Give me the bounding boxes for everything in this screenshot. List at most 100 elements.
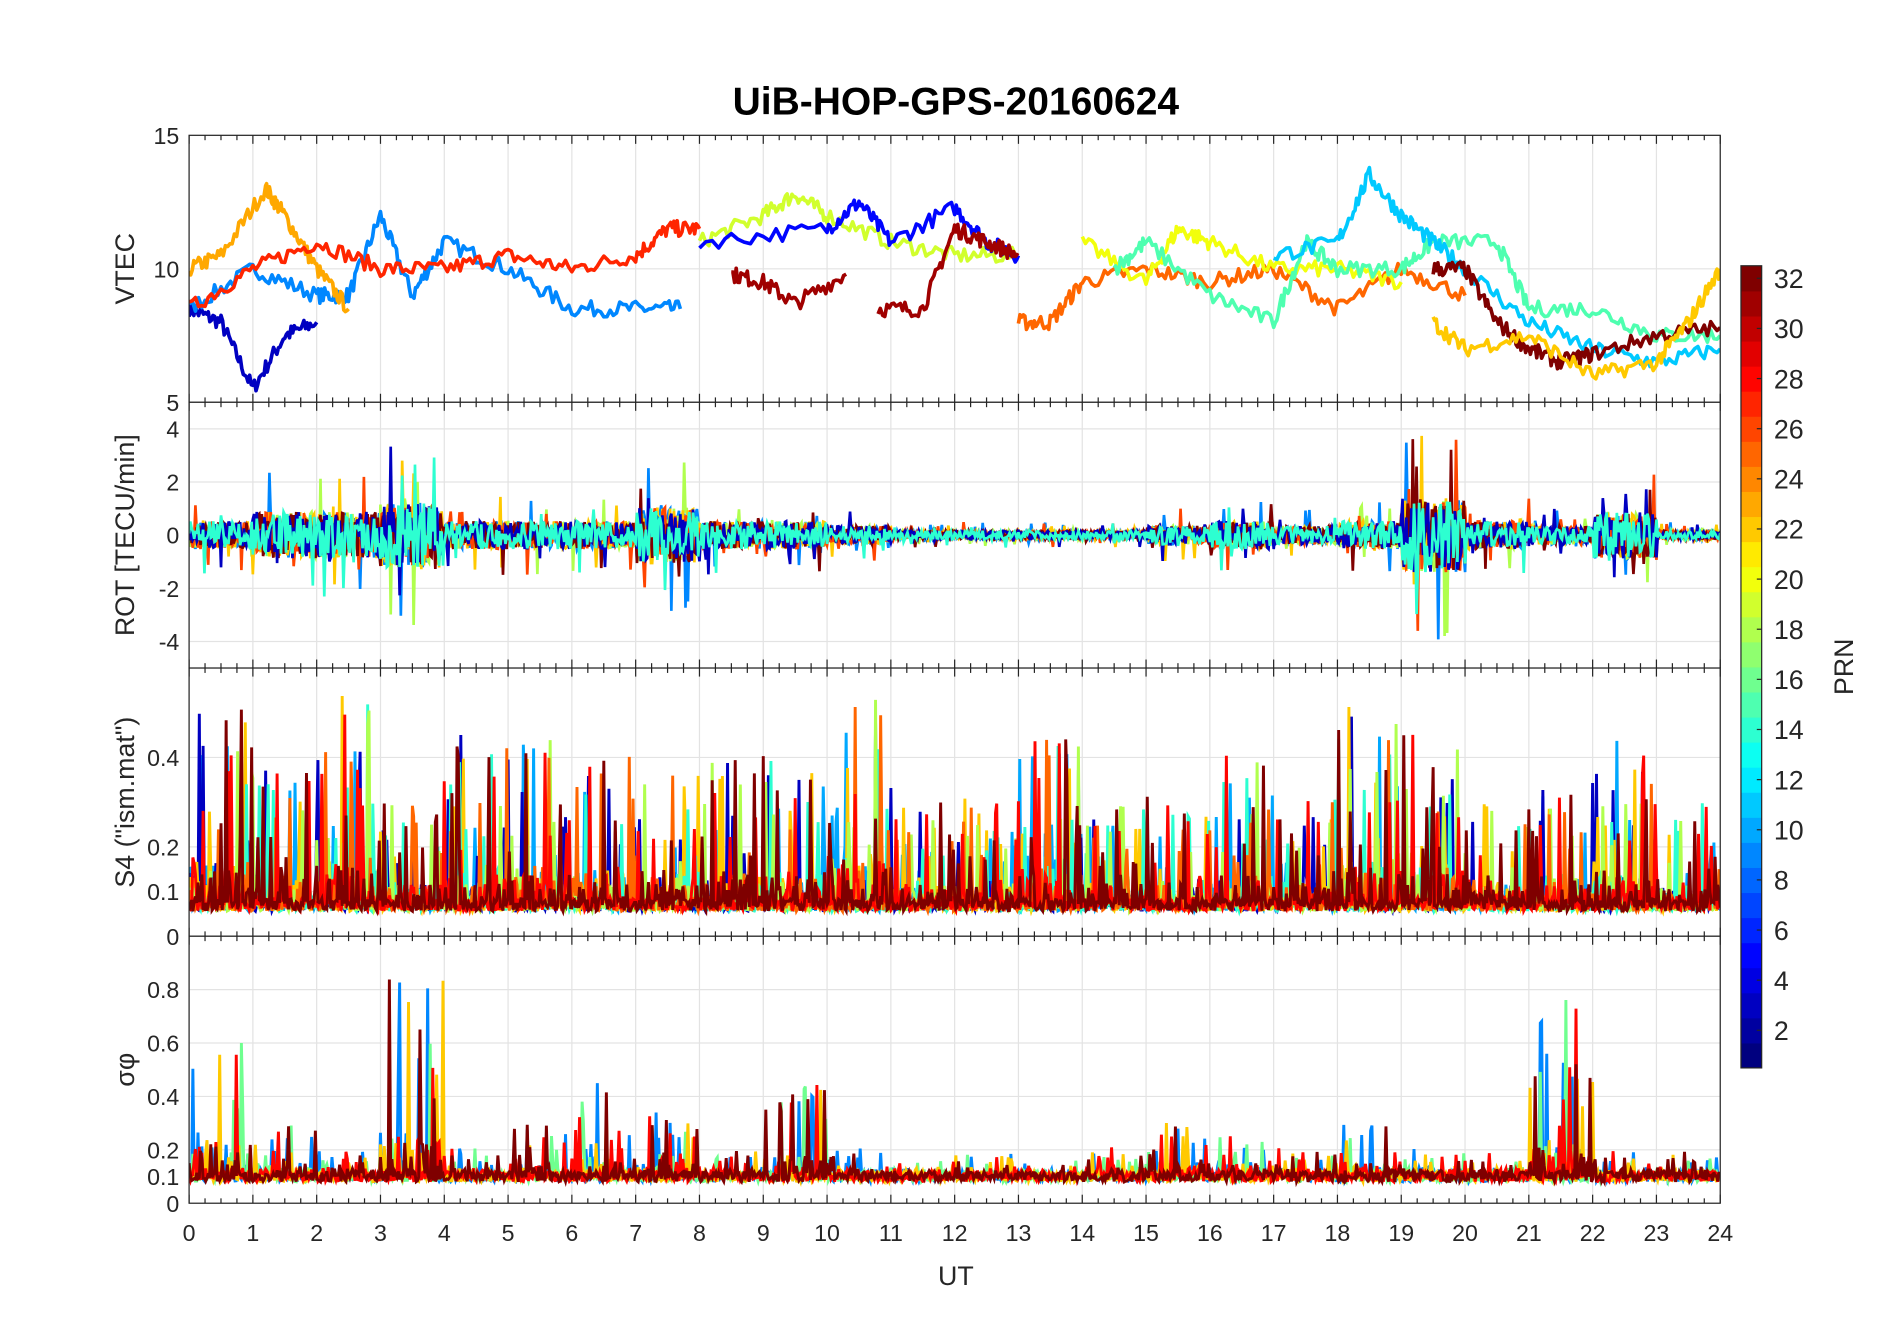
y-axis-label: ROT [TECU/min]	[110, 434, 140, 636]
colorbar-swatch	[1740, 767, 1762, 793]
series-line-prn-20	[1080, 224, 1403, 291]
y-tick-label: 0.2	[147, 834, 179, 860]
series-line-prn-31	[731, 266, 848, 311]
x-tick-label: 16	[1197, 1220, 1223, 1246]
panel-3: 00.10.2 0.4 0.6 0.8 σφ	[110, 935, 1721, 1217]
colorbar-swatch	[1740, 641, 1762, 668]
colorbar-swatch	[1740, 1017, 1762, 1044]
x-tick-label: 17	[1261, 1220, 1287, 1246]
colorbar-tick-label: 20	[1774, 565, 1804, 595]
colorbar-tick-label: 16	[1774, 665, 1804, 695]
series-line-prn-11	[1273, 165, 1721, 369]
colorbar-swatch	[1740, 792, 1762, 818]
colorbar-swatch	[1740, 942, 1762, 969]
colorbar-border	[1740, 265, 1763, 1069]
colorbar-tick-label: 10	[1774, 816, 1804, 846]
y-axis-label: VTEC	[110, 233, 140, 304]
colorbar-tick-label: 26	[1774, 414, 1804, 444]
colorbar-swatch	[1740, 466, 1762, 492]
series-line-prn-32	[189, 979, 1721, 1188]
colorbar-tick-label: 18	[1774, 615, 1804, 645]
x-tick-label: 15	[1133, 1220, 1159, 1246]
y-tick-label: 4	[166, 416, 179, 442]
panel-0: 5 10 15 VTEC	[110, 123, 1721, 416]
y-axis-label: S4 ("ism.mat")	[110, 717, 140, 888]
colorbar-swatch	[1740, 391, 1762, 417]
colorbar-swatch	[1740, 716, 1762, 743]
y-tick-label: 10	[154, 256, 180, 282]
x-tick-label: 0	[183, 1220, 196, 1246]
x-axis-label: UT	[938, 1261, 974, 1291]
colorbar-tick-label: 22	[1774, 515, 1804, 545]
series-group	[189, 435, 1721, 640]
y-tick-label: 0.2	[147, 1137, 179, 1163]
x-tick-label: 2	[310, 1220, 323, 1246]
colorbar-tick-label: 14	[1774, 715, 1804, 745]
colorbar-swatch	[1740, 616, 1762, 643]
x-tick-label: 8	[693, 1220, 706, 1246]
y-tick-label: 0.4	[147, 1084, 179, 1110]
colorbar-swatch	[1740, 967, 1762, 994]
y-axis-label: σφ	[110, 1053, 140, 1087]
colorbar-swatch	[1740, 566, 1762, 593]
y-tick-label: 15	[154, 123, 180, 149]
x-tick-label: 22	[1580, 1220, 1606, 1246]
x-tick-label: 1	[246, 1220, 259, 1246]
x-tick-label: 14	[1069, 1220, 1095, 1246]
colorbar-tick-label: 24	[1774, 465, 1804, 495]
colorbar-tick-label: 32	[1774, 264, 1804, 294]
y-tick-label: 5	[166, 390, 179, 416]
y-tick-label: 0	[166, 523, 179, 549]
colorbar-swatch	[1740, 366, 1762, 392]
colorbar-tick-label: 28	[1774, 364, 1804, 394]
x-tick-label: 21	[1516, 1220, 1542, 1246]
colorbar-swatch	[1740, 691, 1762, 718]
colorbar-swatch	[1740, 290, 1762, 317]
colorbar-swatch	[1740, 917, 1762, 944]
x-tick-label: 13	[1006, 1220, 1032, 1246]
colorbar-swatch	[1740, 842, 1762, 868]
series-line-prn-22	[1431, 267, 1721, 381]
colorbar-swatch	[1740, 416, 1762, 442]
series-group	[189, 695, 1721, 917]
x-tick-label: 9	[757, 1220, 770, 1246]
colorbar-swatch	[1740, 992, 1762, 1019]
colorbar-swatch	[1740, 867, 1762, 894]
series-group	[189, 165, 1721, 393]
colorbar-tick-label: 30	[1774, 314, 1804, 344]
y-tick-label: 0.4	[147, 745, 179, 771]
y-tick-label: 2	[166, 470, 179, 496]
y-tick-label: 0.8	[147, 977, 179, 1003]
y-tick-label: 0.1	[147, 1164, 179, 1190]
x-tick-label: 7	[629, 1220, 642, 1246]
colorbar-swatch	[1740, 817, 1762, 843]
y-tick-label: 0	[166, 1191, 179, 1217]
x-tick-label: 23	[1644, 1220, 1670, 1246]
colorbar-tick-label: 4	[1774, 966, 1789, 996]
y-tick-label: -2	[159, 576, 180, 602]
colorbar-swatch	[1740, 742, 1762, 768]
x-tick-label: 19	[1388, 1220, 1414, 1246]
x-tick-label: 11	[879, 1220, 903, 1246]
series-group	[189, 979, 1721, 1188]
colorbar-swatch	[1740, 1042, 1762, 1069]
series-line-prn-23	[189, 181, 350, 314]
chart-title: UiB-HOP-GPS-20160624	[733, 81, 1180, 124]
x-tick-label: 5	[502, 1220, 515, 1246]
colorbar-tick-label: 12	[1774, 765, 1804, 795]
x-tick-label: 6	[565, 1220, 578, 1246]
colorbar-swatch	[1740, 541, 1762, 568]
colorbar-tick-label: 2	[1774, 1016, 1789, 1046]
series-line-prn-27	[189, 218, 702, 309]
series-line-prn-32	[189, 709, 1721, 917]
colorbar-swatch	[1740, 516, 1762, 543]
colorbar-swatch	[1740, 441, 1762, 467]
colorbar-label: PRN	[1829, 639, 1859, 696]
y-tick-label: 0.1	[147, 879, 179, 905]
colorbar-swatch	[1740, 591, 1762, 618]
series-line-prn-14	[189, 457, 1721, 615]
colorbar-swatch	[1740, 491, 1762, 518]
